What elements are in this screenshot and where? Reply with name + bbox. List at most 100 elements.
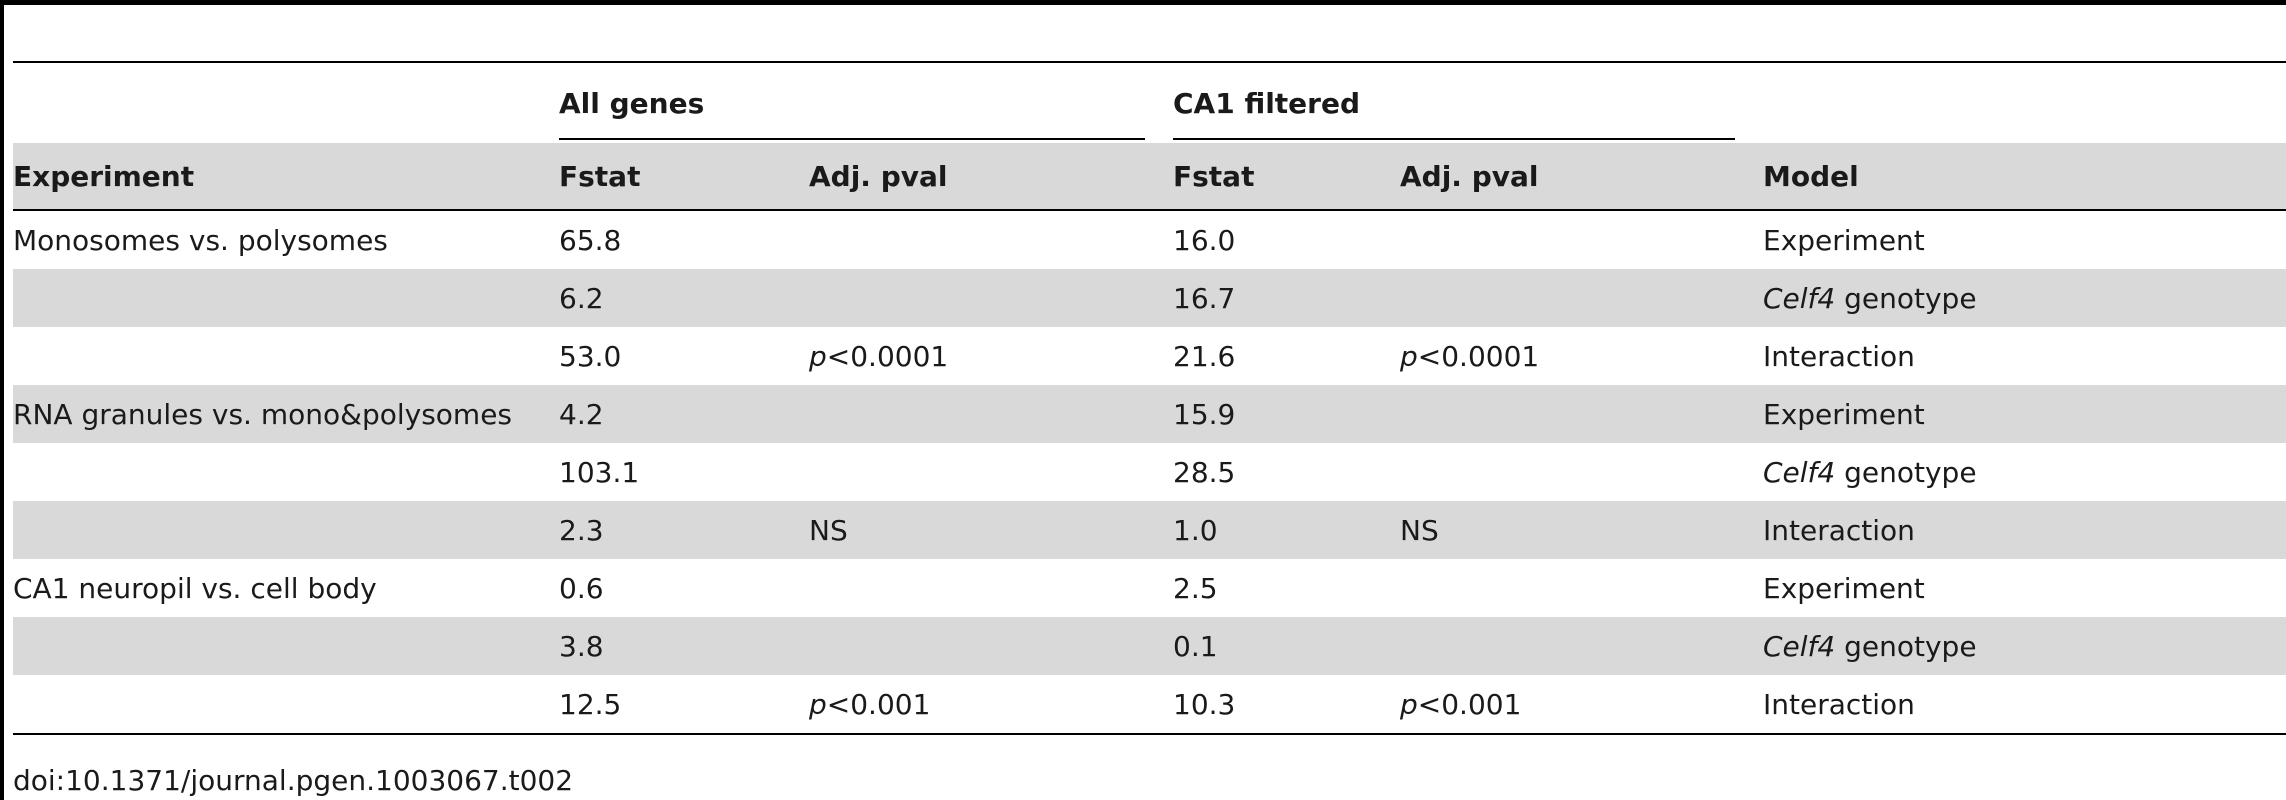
- cell-fstat-ca1-text: 16.7: [1173, 281, 1236, 315]
- cell-experiment-text: Monosomes vs. polysomes: [13, 223, 388, 257]
- cell-adj-pval-all: [809, 559, 1173, 617]
- cell-model-text: genotype: [1835, 281, 1977, 315]
- cell-fstat-ca1: 1.0: [1173, 501, 1400, 559]
- cell-experiment: [13, 501, 559, 559]
- cell-adj-pval-all: p<0.0001: [809, 327, 1173, 385]
- cell-fstat-all-text: 0.6: [559, 571, 604, 605]
- cell-adj-pval-ca1: NS: [1400, 501, 1763, 559]
- left-border-rule: [0, 0, 4, 800]
- table-row: 6.2 16.7 Celf4 genotype: [13, 269, 2286, 327]
- cell-model-text: genotype: [1835, 629, 1977, 663]
- cell-fstat-all-text: 53.0: [559, 339, 622, 373]
- cell-fstat-ca1-text: 1.0: [1173, 513, 1218, 547]
- cell-fstat-all-text: 103.1: [559, 455, 640, 489]
- col-header-experiment: Experiment: [13, 143, 559, 211]
- cell-adj-pval-all: [809, 269, 1173, 327]
- group-header-row: All genes CA1 filtered: [13, 61, 2286, 143]
- cell-adj-pval-ca1: [1400, 559, 1763, 617]
- cell-fstat-ca1: 15.9: [1173, 385, 1400, 443]
- cell-fstat-ca1: 2.5: [1173, 559, 1400, 617]
- cell-fstat-ca1: 10.3: [1173, 675, 1400, 735]
- all-genes-underline: [559, 138, 1145, 140]
- cell-fstat-ca1-text: 0.1: [1173, 629, 1218, 663]
- table-row: Monosomes vs. polysomes 65.8 16.0 Experimen…: [13, 210, 2286, 269]
- cell-experiment: [13, 617, 559, 675]
- cell-fstat-all-text: 6.2: [559, 281, 604, 315]
- top-border-rule: [0, 0, 2286, 5]
- cell-model: Celf4 genotype: [1763, 269, 2286, 327]
- doi-caption: doi:10.1371/journal.pgen.1003067.t002: [13, 764, 574, 797]
- cell-adj-pval-ca1: p<0.001: [1400, 675, 1763, 735]
- cell-fstat-ca1: 16.0: [1173, 210, 1400, 269]
- cell-fstat-ca1: 21.6: [1173, 327, 1400, 385]
- cell-fstat-all: 65.8: [559, 210, 809, 269]
- table-row: 53.0 p<0.0001 21.6 p<0.0001 Interaction: [13, 327, 2286, 385]
- ca1-filtered-underline: [1173, 138, 1735, 140]
- cell-experiment: [13, 675, 559, 735]
- cell-fstat-all: 2.3: [559, 501, 809, 559]
- cell-adj-pval-all: [809, 617, 1173, 675]
- cell-fstat-all: 0.6: [559, 559, 809, 617]
- cell-experiment: [13, 269, 559, 327]
- cell-fstat-all: 6.2: [559, 269, 809, 327]
- cell-fstat-ca1: 0.1: [1173, 617, 1400, 675]
- group-header-all-genes: All genes: [559, 61, 1173, 143]
- cell-model-text: Experiment: [1763, 397, 1925, 431]
- cell-adj-pval-ca1-value: <0.0001: [1417, 339, 1540, 373]
- cell-fstat-all: 3.8: [559, 617, 809, 675]
- cell-model: Interaction: [1763, 327, 2286, 385]
- cell-adj-pval-ca1-value: <0.001: [1417, 687, 1522, 721]
- group-header-empty-model: [1763, 61, 2286, 143]
- cell-adj-pval-all: [809, 210, 1173, 269]
- group-header-empty: [13, 61, 559, 143]
- cell-model-text: Experiment: [1763, 571, 1925, 605]
- group-header-ca1-filtered: CA1 filtered: [1173, 61, 1763, 143]
- cell-adj-pval-ca1: [1400, 269, 1763, 327]
- cell-fstat-all-text: 3.8: [559, 629, 604, 663]
- cell-fstat-ca1-text: 15.9: [1173, 397, 1236, 431]
- group-label-ca1-filtered: CA1 filtered: [1173, 86, 1361, 120]
- cell-fstat-all-text: 2.3: [559, 513, 604, 547]
- cell-experiment: RNA granules vs. mono&polysomes: [13, 385, 559, 443]
- table-row: CA1 neuropil vs. cell body 0.6 2.5 Experime…: [13, 559, 2286, 617]
- table-row: 103.1 28.5 Celf4 genotype: [13, 443, 2286, 501]
- cell-fstat-ca1-text: 28.5: [1173, 455, 1236, 489]
- cell-adj-pval-ca1-value: NS: [1400, 513, 1439, 547]
- col-header-adj-pval-ca1: Adj. pval: [1400, 143, 1763, 211]
- cell-model-gene: Celf4: [1763, 281, 1836, 315]
- col-header-fstat-ca1: Fstat: [1173, 143, 1400, 211]
- cell-adj-pval-ca1: [1400, 443, 1763, 501]
- cell-model: Celf4 genotype: [1763, 443, 2286, 501]
- cell-adj-pval-all: [809, 443, 1173, 501]
- table-row: RNA granules vs. mono&polysomes 4.2 15.9 Ex…: [13, 385, 2286, 443]
- cell-model: Experiment: [1763, 210, 2286, 269]
- cell-model-text: Experiment: [1763, 223, 1925, 257]
- cell-experiment-text: RNA granules vs. mono&polysomes: [13, 397, 513, 431]
- cell-adj-pval-ca1-p: p: [1400, 339, 1418, 373]
- cell-model: Experiment: [1763, 385, 2286, 443]
- cell-adj-pval-ca1: [1400, 617, 1763, 675]
- cell-adj-pval-all-value: <0.0001: [826, 339, 949, 373]
- cell-model-text: Interaction: [1763, 339, 1915, 373]
- table-row: 3.8 0.1 Celf4 genotype: [13, 617, 2286, 675]
- cell-adj-pval-all: p<0.001: [809, 675, 1173, 735]
- col-header-model: Model: [1763, 143, 2286, 211]
- cell-fstat-all: 4.2: [559, 385, 809, 443]
- col-header-fstat-all: Fstat: [559, 143, 809, 211]
- cell-experiment: [13, 327, 559, 385]
- cell-experiment: Monosomes vs. polysomes: [13, 210, 559, 269]
- cell-fstat-ca1-text: 2.5: [1173, 571, 1218, 605]
- cell-adj-pval-ca1-p: p: [1400, 687, 1418, 721]
- cell-adj-pval-all-value: <0.001: [826, 687, 931, 721]
- cell-adj-pval-all: NS: [809, 501, 1173, 559]
- table-body: Monosomes vs. polysomes 65.8 16.0 Experimen…: [13, 210, 2286, 735]
- cell-fstat-all-text: 65.8: [559, 223, 622, 257]
- cell-fstat-all: 53.0: [559, 327, 809, 385]
- cell-adj-pval-ca1: [1400, 210, 1763, 269]
- cell-experiment: [13, 443, 559, 501]
- cell-model: Interaction: [1763, 501, 2286, 559]
- cell-fstat-all: 103.1: [559, 443, 809, 501]
- results-table-container: All genes CA1 filtered Experiment Fstat …: [13, 61, 2286, 735]
- cell-model-text: Interaction: [1763, 513, 1915, 547]
- results-table: All genes CA1 filtered Experiment Fstat …: [13, 61, 2286, 735]
